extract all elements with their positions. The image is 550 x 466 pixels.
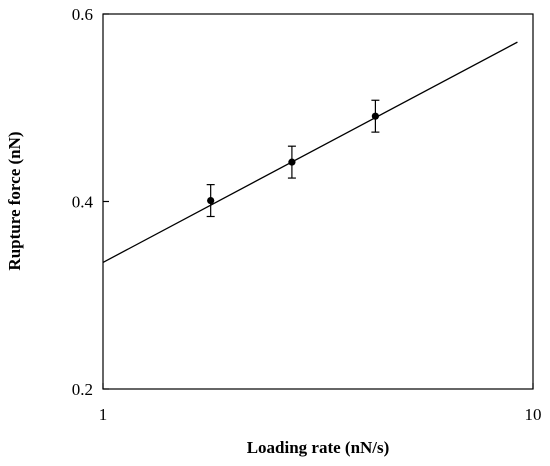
y-tick-label: 0.6 bbox=[72, 5, 93, 24]
data-point bbox=[207, 196, 215, 205]
data-point bbox=[371, 112, 379, 120]
error-bars bbox=[206, 99, 380, 218]
y-axis-label: Rupture force (nN) bbox=[5, 131, 24, 270]
plot-area bbox=[102, 13, 534, 390]
plot-frame bbox=[102, 13, 534, 390]
x-tick-label: 10 bbox=[525, 405, 542, 424]
fit-line-group bbox=[102, 41, 518, 264]
fit-line bbox=[102, 41, 518, 264]
y-tick-label: 0.4 bbox=[72, 193, 94, 212]
x-tick-labels: 1 10 bbox=[99, 405, 542, 424]
y-tick-labels: 0.2 0.4 0.6 bbox=[72, 5, 94, 399]
data-points bbox=[207, 112, 379, 205]
x-tick-label: 1 bbox=[99, 405, 108, 424]
x-axis-label: Loading rate (nN/s) bbox=[247, 438, 390, 457]
y-tick-label: 0.2 bbox=[72, 380, 93, 399]
data-point bbox=[288, 158, 296, 166]
tick-marks bbox=[102, 13, 534, 390]
